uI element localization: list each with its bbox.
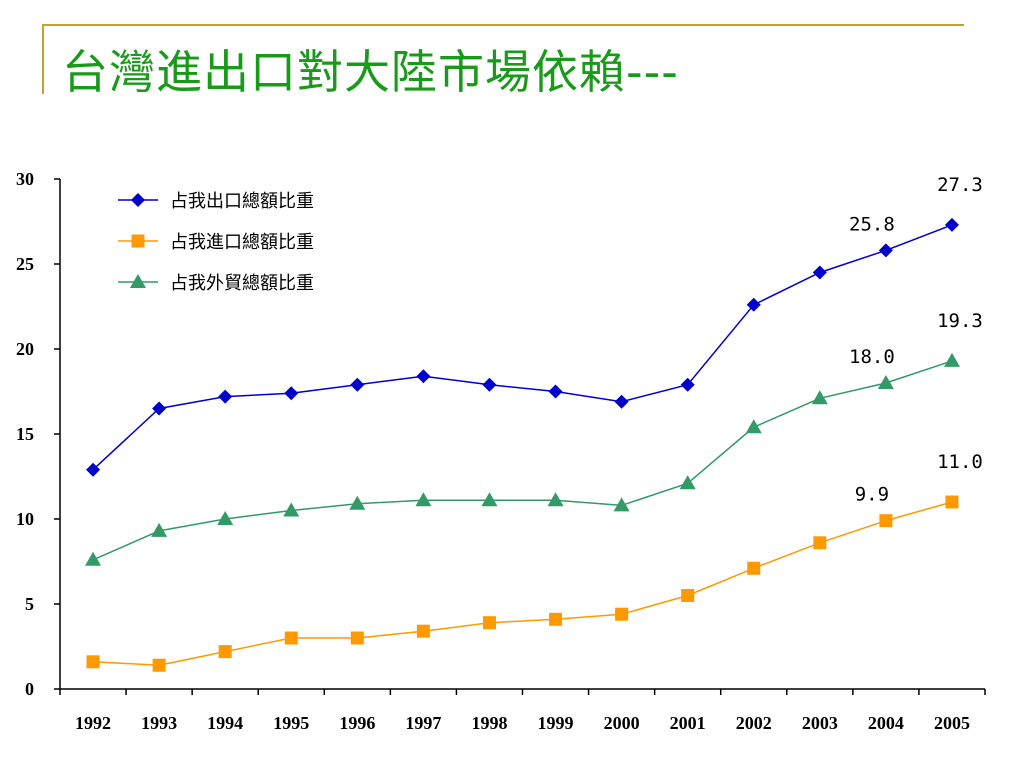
data-point-square — [284, 631, 298, 645]
data-point-triangle — [481, 492, 498, 507]
x-tick-label: 2003 — [802, 713, 838, 733]
legend-label: 占我外貿總額比重 — [170, 273, 314, 294]
data-point-diamond — [812, 265, 827, 280]
legend-marker — [130, 274, 146, 288]
data-point-diamond — [746, 297, 761, 312]
x-tick-label: 1994 — [207, 713, 243, 733]
y-tick-label: 10 — [16, 509, 34, 529]
data-point-square — [218, 645, 232, 659]
data-point-triangle — [547, 492, 564, 507]
data-label: 18.0 — [849, 346, 895, 368]
data-point-square — [747, 561, 761, 575]
data-point-triangle — [283, 502, 300, 517]
data-point-square — [416, 624, 430, 638]
x-tick-label: 1997 — [405, 713, 441, 733]
data-point-triangle — [217, 511, 234, 525]
x-tick-label: 1996 — [339, 713, 375, 733]
legend-label: 占我進口總額比重 — [170, 232, 314, 253]
data-point-square — [549, 612, 563, 626]
data-point-square — [152, 658, 166, 672]
series-line-1 — [92, 501, 953, 666]
x-tick-label: 2005 — [934, 713, 970, 733]
data-point-square — [615, 607, 629, 621]
legend-marker — [131, 234, 145, 248]
data-point-triangle — [151, 522, 168, 537]
data-point-diamond — [482, 377, 497, 392]
x-tick-label: 1993 — [141, 713, 177, 733]
data-point-diamond — [548, 384, 563, 399]
data-point-diamond — [86, 462, 101, 477]
x-tick-label: 2000 — [604, 713, 640, 733]
x-tick-label: 1992 — [75, 713, 111, 733]
data-point-diamond — [878, 243, 893, 258]
y-tick-label: 0 — [25, 679, 34, 699]
data-point-square — [482, 616, 496, 630]
data-point-square — [945, 495, 959, 509]
y-tick-label: 30 — [16, 169, 34, 189]
y-tick-label: 5 — [25, 594, 34, 614]
data-point-square — [86, 655, 100, 669]
data-labels: 25.8 27.3 9.9 11.0 18.0 19.3 — [849, 174, 983, 506]
data-point-diamond — [680, 377, 695, 392]
data-point-triangle — [415, 492, 432, 507]
data-point-square — [350, 631, 364, 645]
x-tick-label: 1999 — [538, 713, 574, 733]
data-label: 25.8 — [849, 213, 895, 235]
title-top-rule — [42, 24, 964, 26]
data-point-diamond — [614, 394, 629, 409]
data-point-diamond — [350, 377, 365, 392]
x-tick-label: 1995 — [273, 713, 309, 733]
data-point-diamond — [218, 389, 233, 404]
data-point-triangle — [613, 497, 630, 512]
series-line-0 — [92, 224, 953, 471]
data-point-triangle — [943, 352, 960, 367]
data-point-triangle — [85, 551, 102, 566]
data-point-diamond — [944, 217, 959, 232]
x-axis-ticks: 1992 1993 1994 1995 1996 1997 1998 1999 2000 2001… — [59, 689, 986, 733]
title-side-rule — [42, 24, 44, 94]
x-tick-label: 2002 — [736, 713, 772, 733]
data-point-triangle — [679, 475, 696, 490]
slide-title: 台灣進出口對大陸市場依賴--- — [62, 45, 679, 99]
legend-label: 占我出口總額比重 — [170, 191, 314, 212]
y-tick-label: 15 — [16, 424, 34, 444]
data-label: 27.3 — [937, 174, 983, 196]
data-point-triangle — [349, 495, 366, 510]
data-label: 11.0 — [937, 451, 983, 473]
data-point-diamond — [284, 386, 299, 401]
data-point-diamond — [152, 401, 167, 416]
legend-marker — [131, 193, 145, 207]
data-point-triangle — [877, 375, 894, 389]
y-tick-label: 20 — [16, 339, 34, 359]
y-tick-label: 25 — [16, 254, 34, 274]
data-point-square — [879, 514, 893, 528]
series-layer — [85, 217, 960, 672]
x-tick-label: 2001 — [670, 713, 706, 733]
data-point-diamond — [416, 369, 431, 384]
plot-area — [59, 179, 985, 690]
data-label: 9.9 — [855, 484, 889, 506]
data-label: 19.3 — [937, 310, 983, 332]
x-tick-label: 1998 — [471, 713, 507, 733]
data-point-square — [681, 589, 695, 602]
data-point-triangle — [811, 390, 828, 405]
y-axis-ticks: 0 5 10 15 20 25 30 — [16, 169, 60, 699]
data-point-square — [813, 536, 827, 550]
data-point-triangle — [745, 419, 762, 434]
x-tick-label: 2004 — [868, 713, 904, 733]
series-line-2 — [92, 360, 953, 561]
